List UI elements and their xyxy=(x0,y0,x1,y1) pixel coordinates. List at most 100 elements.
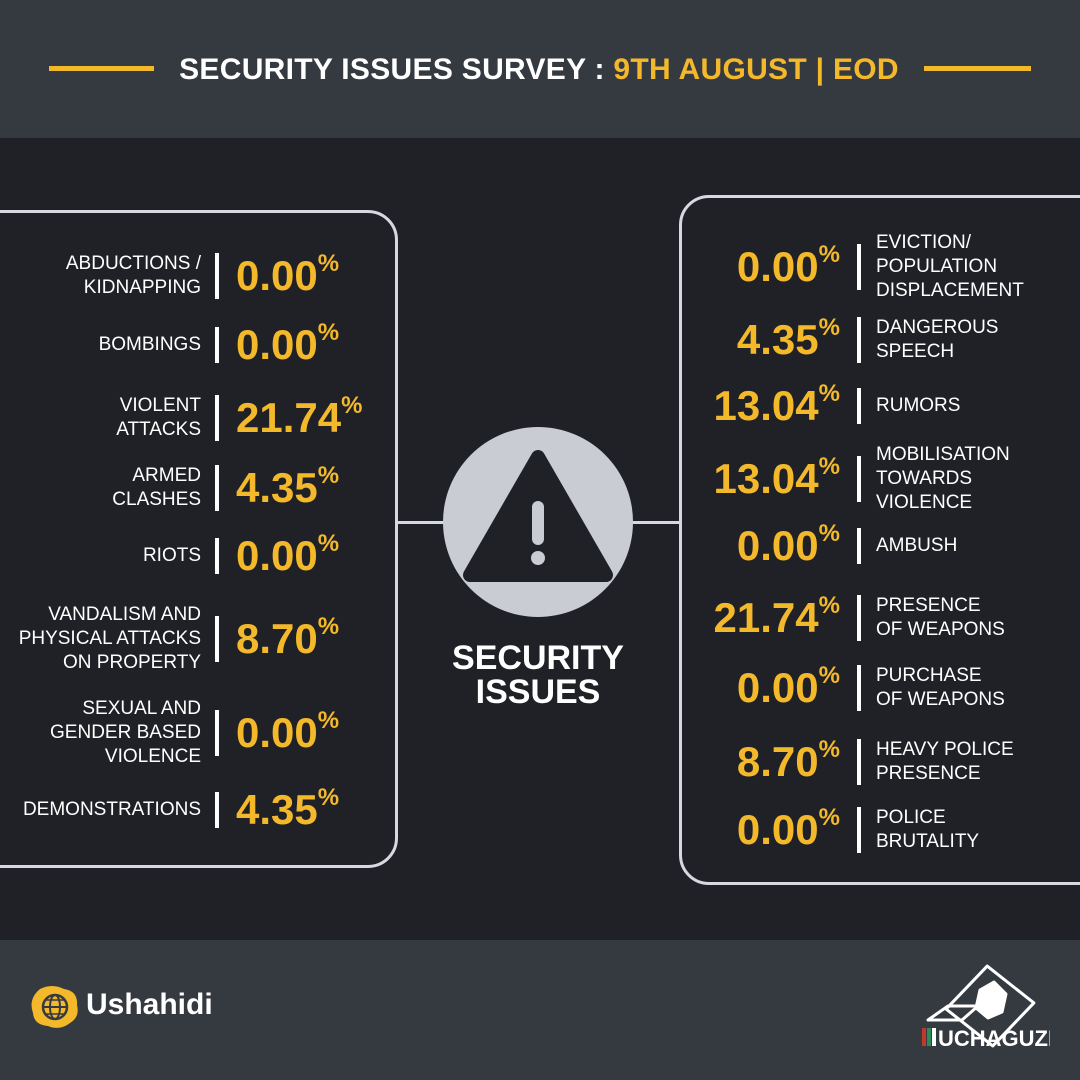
right-item-8: POLICE BRUTALITY 0.00% xyxy=(680,800,1080,860)
percent-number: 4.35 xyxy=(236,786,318,833)
percent-sign: % xyxy=(818,804,840,831)
left-item-label: DEMONSTRATIONS xyxy=(23,798,201,822)
percent-sign: % xyxy=(317,319,340,346)
right-item-label-line: BRUTALITY xyxy=(876,831,980,852)
left-item-value: 4.35% xyxy=(236,464,339,511)
left-item-label-line: KIDNAPPING xyxy=(83,277,201,298)
left-item-0: ABDUCTIONS / KIDNAPPING 0.00% xyxy=(0,246,400,306)
left-item-divider xyxy=(215,327,219,363)
left-item-label: SEXUAL AND GENDER BASED VIOLENCE xyxy=(50,697,201,769)
left-item-label-line: VIOLENT xyxy=(119,395,201,416)
center-label-line2: ISSUES xyxy=(475,673,601,711)
left-item-value: 0.00% xyxy=(236,252,339,299)
left-item-divider xyxy=(215,253,219,299)
percent-number: 0.00 xyxy=(236,532,318,579)
right-item-label-line: SPEECH xyxy=(876,341,955,362)
ushahidi-wordmark: Ushahidi xyxy=(86,988,213,1021)
left-item-divider xyxy=(215,792,219,828)
right-item-value: 0.00% xyxy=(736,806,840,853)
left-item-label: VANDALISM AND PHYSICAL ATTACKS ON PROPERTY xyxy=(19,603,201,675)
left-item-label-line: GENDER BASED xyxy=(50,722,201,743)
right-item-label: AMBUSH xyxy=(876,534,957,558)
right-item-label: DANGEROUS SPEECH xyxy=(876,316,998,364)
right-item-label: RUMORS xyxy=(876,394,960,418)
left-item-label: RIOTS xyxy=(143,544,201,568)
percent-sign: % xyxy=(818,520,840,547)
right-item-1: DANGEROUS SPEECH 4.35% xyxy=(680,310,1080,370)
footer-band xyxy=(0,940,1080,1080)
right-item-label-line: DISPLACEMENT xyxy=(876,280,1024,301)
percent-sign: % xyxy=(818,241,840,268)
percent-sign: % xyxy=(317,707,340,734)
percent-number: 21.74 xyxy=(713,594,819,641)
title-main: SECURITY ISSUES SURVEY : xyxy=(179,53,614,86)
left-item-4: RIOTS 0.00% xyxy=(0,528,400,584)
left-item-label: ABDUCTIONS / KIDNAPPING xyxy=(66,252,201,300)
percent-number: 8.70 xyxy=(236,615,318,662)
left-item-divider xyxy=(215,465,219,511)
left-item-label-line: ABDUCTIONS / xyxy=(65,253,201,274)
right-item-2: RUMORS 13.04% xyxy=(680,378,1080,434)
percent-number: 0.00 xyxy=(236,252,318,299)
left-item-divider xyxy=(215,710,219,756)
right-item-label-line: VIOLENCE xyxy=(876,492,973,513)
right-item-label-line: EVICTION/ xyxy=(876,232,972,253)
right-item-label-line: DANGEROUS xyxy=(876,317,999,338)
left-panel xyxy=(0,210,398,868)
percent-sign: % xyxy=(818,592,840,619)
left-item-5: VANDALISM AND PHYSICAL ATTACKS ON PROPERTY… xyxy=(0,600,400,678)
percent-sign: % xyxy=(317,530,340,557)
left-item-value: 8.70% xyxy=(236,615,339,662)
left-item-3: ARMED CLASHES 4.35% xyxy=(0,458,400,518)
right-item-label: EVICTION/POPULATION DISPLACEMENT xyxy=(876,231,1024,303)
left-item-label: BOMBINGS xyxy=(99,333,201,357)
right-item-divider xyxy=(857,528,861,564)
right-item-value: 8.70% xyxy=(737,738,840,784)
right-item-5: PRESENCE OF WEAPONS 21.74% xyxy=(680,588,1080,648)
right-item-divider xyxy=(857,665,861,711)
left-item-label-line: PHYSICAL ATTACKS xyxy=(18,628,201,649)
right-item-label-line: TOWARDS xyxy=(876,468,973,489)
right-item-divider xyxy=(857,456,861,502)
left-item-label: VIOLENT ATTACKS xyxy=(116,394,201,442)
right-panel xyxy=(679,195,1080,885)
right-item-4: AMBUSH 0.00% xyxy=(680,518,1080,574)
right-item-label-line: OF WEAPONS xyxy=(876,689,1005,710)
percent-number: 4.35 xyxy=(236,464,318,511)
left-item-value: 0.00% xyxy=(236,532,339,579)
left-item-1: BOMBINGS 0.00% xyxy=(0,318,400,372)
right-item-label: MOBILISATION TOWARDS VIOLENCE xyxy=(876,443,1010,515)
right-item-value: 0.00% xyxy=(736,664,840,711)
right-item-label-line: POPULATION xyxy=(876,256,998,277)
left-item-divider xyxy=(215,395,219,441)
right-item-value: 21.74% xyxy=(713,594,840,641)
left-item-2: VIOLENT ATTACKS 21.74% xyxy=(0,388,400,448)
left-item-label-line: BOMBINGS xyxy=(98,334,201,355)
right-item-0: EVICTION/POPULATION DISPLACEMENT 0.00% xyxy=(680,228,1080,306)
percent-sign: % xyxy=(818,736,840,763)
right-item-6: PURCHASE OF WEAPONS 0.00% xyxy=(680,658,1080,718)
percent-number: 0.00 xyxy=(736,664,819,711)
percent-number: 0.00 xyxy=(736,243,819,290)
ushahidi-globe-icon xyxy=(31,986,78,1028)
right-item-divider xyxy=(857,388,861,424)
left-item-label-line: VANDALISM AND xyxy=(48,604,201,625)
right-item-label-line: PURCHASE xyxy=(876,665,982,686)
header-rule-left xyxy=(49,66,154,71)
percent-sign: % xyxy=(317,784,340,811)
page-title: SECURITY ISSUES SURVEY : 9TH AUGUST | EO… xyxy=(154,50,924,90)
right-item-label: PURCHASE OF WEAPONS xyxy=(876,664,1005,712)
percent-number: 13.04 xyxy=(713,455,819,502)
right-item-3: MOBILISATION TOWARDS VIOLENCE 13.04% xyxy=(680,440,1080,518)
left-item-6: SEXUAL AND GENDER BASED VIOLENCE 0.00% xyxy=(0,694,400,772)
percent-number: 0.00 xyxy=(736,806,819,853)
right-item-divider xyxy=(857,317,861,363)
left-item-divider xyxy=(215,538,219,574)
left-item-value: 21.74% xyxy=(236,394,362,441)
right-item-7: HEAVY POLICE PRESENCE 8.70% xyxy=(680,732,1080,792)
percent-number: 21.74 xyxy=(236,394,342,441)
right-item-label-line: RUMORS xyxy=(876,395,961,416)
left-item-label-line: ON PROPERTY xyxy=(63,652,201,673)
right-item-divider xyxy=(857,595,861,641)
right-item-label: HEAVY POLICE PRESENCE xyxy=(876,738,1014,786)
